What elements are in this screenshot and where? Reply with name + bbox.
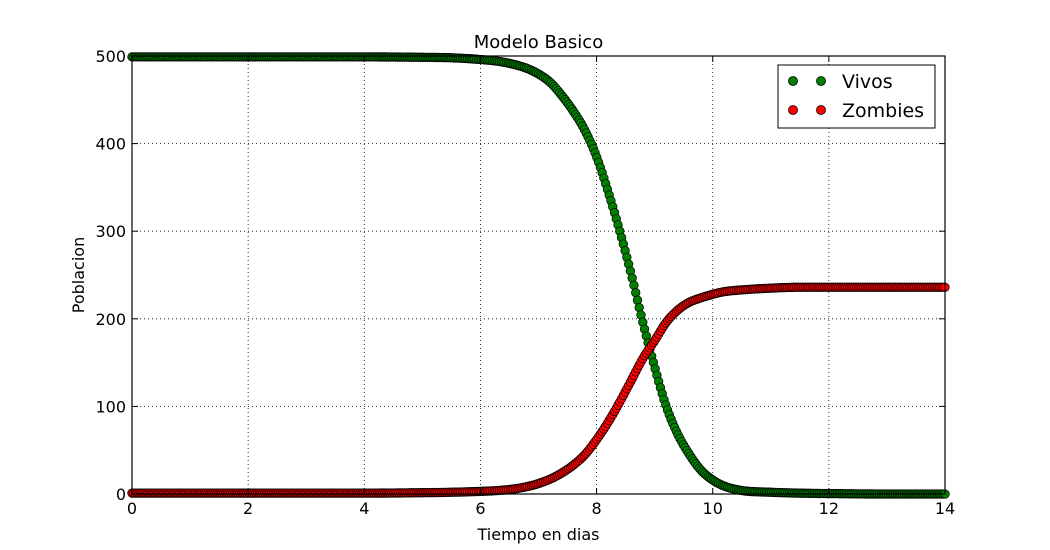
legend-label-zombies: Zombies xyxy=(842,100,924,122)
x-tick-label: 12 xyxy=(819,499,839,518)
y-tick-label: 100 xyxy=(95,397,126,416)
chart-title: Modelo Basico xyxy=(474,32,603,53)
x-axis-label: Tiempo en dias xyxy=(477,525,600,544)
y-axis-label: Poblacion xyxy=(69,237,88,313)
legend-box xyxy=(777,64,936,129)
legend-marker-vivos-2 xyxy=(816,76,826,86)
x-tick-label: 8 xyxy=(591,499,601,518)
x-tick-label: 0 xyxy=(127,499,137,518)
y-tick-label: 200 xyxy=(95,310,126,329)
x-tick-label: 4 xyxy=(359,499,369,518)
legend-marker-zombies-2 xyxy=(816,105,826,115)
x-tick-label: 6 xyxy=(475,499,485,518)
y-tick-label: 400 xyxy=(95,135,126,154)
ticks: 0 2 4 6 8 10 12 14 0 100 200 300 400 500 xyxy=(95,47,955,518)
y-tick-label: 0 xyxy=(116,485,126,504)
x-tick-label: 14 xyxy=(935,499,955,518)
y-tick-label: 500 xyxy=(95,47,126,66)
grid xyxy=(132,56,945,494)
legend-marker-zombies-1 xyxy=(788,105,798,115)
legend-label-vivos: Vivos xyxy=(842,71,893,93)
y-tick-label: 300 xyxy=(95,222,126,241)
x-tick-label: 2 xyxy=(243,499,253,518)
x-tick-label: 10 xyxy=(703,499,723,518)
plot-frame xyxy=(131,55,946,495)
legend: Vivos Zombies xyxy=(777,64,936,129)
data-point-vivos xyxy=(631,288,641,298)
legend-marker-vivos-1 xyxy=(788,76,798,86)
